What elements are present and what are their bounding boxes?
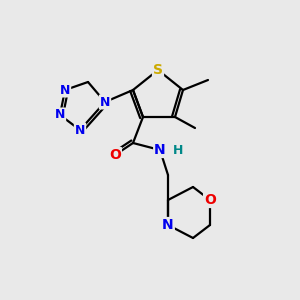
Text: H: H	[173, 143, 183, 157]
Text: N: N	[55, 109, 65, 122]
Text: O: O	[204, 193, 216, 207]
Text: N: N	[75, 124, 85, 136]
Text: N: N	[60, 83, 70, 97]
Text: S: S	[153, 63, 163, 77]
Text: O: O	[109, 148, 121, 162]
Text: N: N	[100, 95, 110, 109]
Text: N: N	[154, 143, 166, 157]
Text: N: N	[162, 218, 174, 232]
